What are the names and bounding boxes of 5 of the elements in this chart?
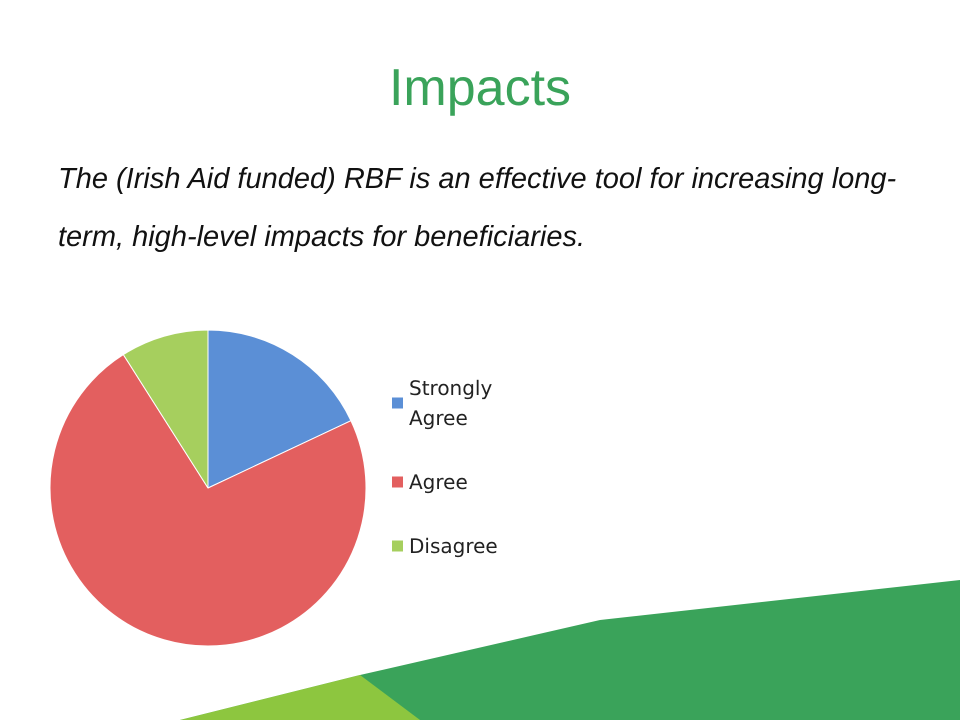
legend-label: Agree [409,470,468,494]
legend-label: Disagree [409,534,498,558]
legend-label: Strongly Agree [409,376,499,430]
chart-subtitle: The (Irish Aid funded) RBF is an effective tool for increasing long-term, high-level impacts for beneficiaries. [58,162,898,255]
chart-title: Impacts [388,58,572,118]
